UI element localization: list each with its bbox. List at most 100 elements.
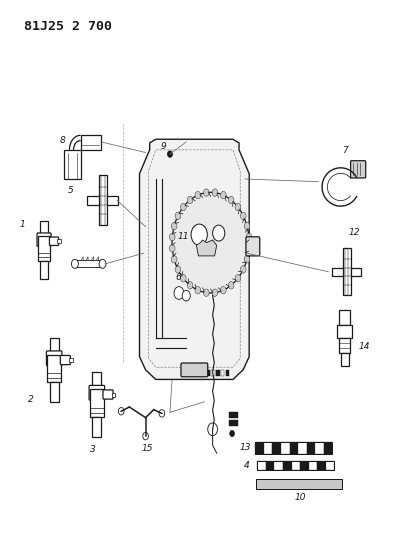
Circle shape (208, 423, 218, 435)
Bar (257, 461, 335, 470)
Circle shape (169, 245, 175, 252)
Circle shape (191, 224, 207, 245)
Bar (324, 442, 333, 454)
FancyBboxPatch shape (89, 385, 105, 400)
Text: 12: 12 (349, 228, 361, 237)
FancyBboxPatch shape (246, 237, 260, 256)
Text: 11: 11 (177, 232, 189, 241)
Circle shape (203, 289, 209, 296)
Circle shape (159, 410, 165, 417)
Polygon shape (97, 256, 99, 260)
Text: 1: 1 (20, 220, 26, 229)
FancyBboxPatch shape (47, 351, 62, 366)
Bar (75, 260, 103, 268)
Bar (266, 461, 274, 470)
Circle shape (171, 255, 177, 263)
Text: 14: 14 (358, 342, 370, 351)
Text: 15: 15 (142, 444, 153, 453)
Polygon shape (196, 240, 217, 256)
Bar (81, 135, 101, 150)
Bar (221, 370, 225, 376)
FancyBboxPatch shape (103, 390, 113, 399)
Bar (99, 175, 107, 225)
Bar (255, 442, 264, 454)
Polygon shape (86, 256, 88, 260)
Bar (40, 261, 48, 279)
Circle shape (240, 212, 246, 220)
Bar (57, 239, 61, 243)
Text: 9: 9 (161, 142, 167, 151)
Bar (49, 338, 59, 352)
Circle shape (180, 203, 186, 211)
Text: 8: 8 (59, 136, 65, 145)
Circle shape (187, 196, 193, 204)
Circle shape (240, 266, 246, 273)
Bar (326, 461, 335, 470)
Circle shape (99, 260, 106, 268)
Circle shape (72, 260, 79, 268)
Circle shape (143, 432, 148, 440)
Circle shape (195, 286, 201, 294)
Circle shape (235, 203, 241, 211)
Circle shape (172, 192, 249, 293)
Bar (207, 370, 210, 376)
Bar (229, 420, 238, 425)
Circle shape (244, 222, 250, 230)
Bar (211, 370, 215, 376)
FancyBboxPatch shape (49, 237, 58, 246)
Bar (40, 221, 48, 234)
Bar (343, 248, 351, 295)
Bar (283, 461, 292, 470)
Bar (38, 236, 50, 261)
Polygon shape (92, 256, 94, 260)
Circle shape (220, 191, 226, 199)
Text: 2: 2 (28, 394, 34, 403)
Circle shape (235, 274, 241, 282)
FancyBboxPatch shape (37, 233, 51, 246)
Bar (256, 479, 342, 489)
Bar (49, 382, 59, 402)
Bar (264, 442, 272, 454)
Text: 81J25 2 700: 81J25 2 700 (24, 20, 112, 33)
Circle shape (187, 281, 193, 289)
Bar (307, 442, 315, 454)
Bar (92, 417, 101, 437)
Circle shape (228, 281, 234, 289)
FancyBboxPatch shape (61, 356, 70, 365)
Bar (272, 442, 281, 454)
Circle shape (230, 430, 234, 437)
Bar (257, 461, 266, 470)
Bar (92, 373, 101, 386)
Circle shape (169, 233, 175, 241)
Circle shape (195, 191, 201, 199)
Bar (255, 442, 333, 454)
Bar (309, 461, 317, 470)
Circle shape (118, 408, 124, 415)
Bar (112, 392, 115, 397)
FancyBboxPatch shape (351, 161, 366, 178)
Text: 5: 5 (67, 186, 73, 195)
Bar (47, 354, 61, 382)
Bar (274, 461, 283, 470)
Polygon shape (81, 256, 83, 260)
Bar (351, 268, 361, 276)
Text: 3: 3 (90, 445, 96, 454)
Circle shape (212, 189, 218, 196)
Bar (290, 442, 298, 454)
Bar (281, 442, 290, 454)
Circle shape (174, 287, 184, 300)
Bar (90, 389, 104, 417)
Bar (332, 268, 343, 276)
Bar (107, 196, 119, 205)
Bar (315, 442, 324, 454)
Bar (339, 310, 351, 325)
Bar (337, 325, 353, 338)
Bar (64, 150, 81, 179)
FancyBboxPatch shape (181, 363, 208, 377)
Text: 7: 7 (342, 147, 348, 156)
Bar (88, 196, 99, 205)
Circle shape (168, 151, 173, 157)
Polygon shape (139, 139, 249, 379)
Circle shape (246, 245, 252, 252)
Text: 4: 4 (244, 461, 250, 470)
